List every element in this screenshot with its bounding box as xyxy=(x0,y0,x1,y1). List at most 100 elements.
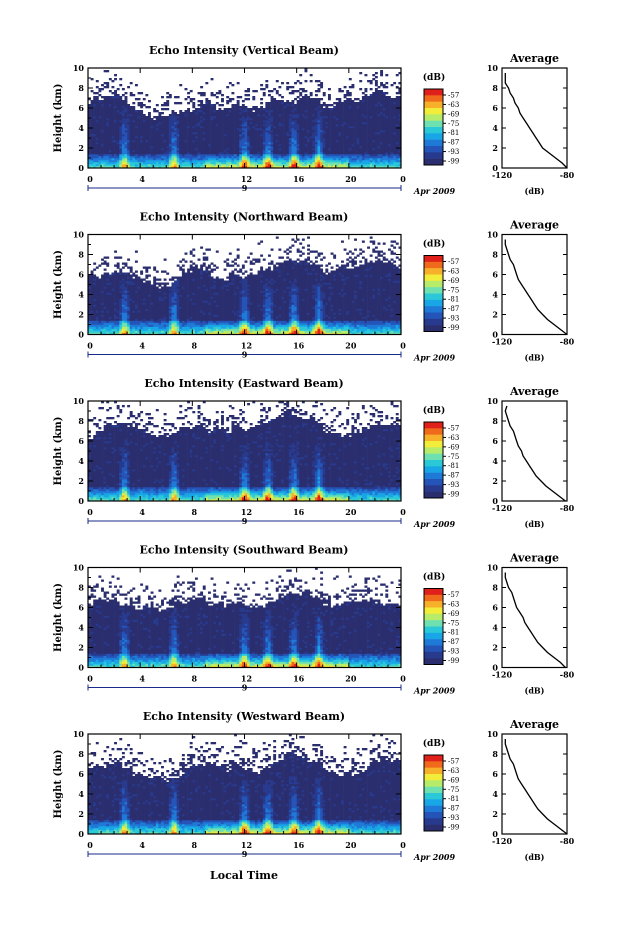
heatmap-cell xyxy=(101,154,104,156)
heatmap-cell xyxy=(187,164,190,166)
heatmap-cell xyxy=(226,114,229,116)
heatmap-cell xyxy=(143,122,146,124)
heatmap-cell xyxy=(234,136,237,138)
heatmap-cell xyxy=(125,325,128,327)
heatmap-cell xyxy=(119,307,122,309)
heatmap-cell xyxy=(125,132,128,134)
heatmap-cell xyxy=(98,140,101,142)
heatmap-cell xyxy=(132,156,135,158)
heatmap-cell xyxy=(216,124,219,126)
heatmap-cell xyxy=(333,150,336,152)
heatmap-cell xyxy=(383,152,386,154)
heatmap-cell xyxy=(91,283,94,285)
heatmap-cell xyxy=(138,130,141,132)
heatmap-cell xyxy=(338,134,341,136)
heatmap-cell xyxy=(346,138,349,140)
heatmap-cell xyxy=(213,124,216,126)
heatmap-cell xyxy=(104,279,107,281)
heatmap-cell xyxy=(359,88,362,90)
heatmap-cell xyxy=(138,325,141,327)
heatmap-cell xyxy=(218,112,221,114)
heatmap-cell xyxy=(315,136,318,138)
heatmap-cell xyxy=(98,303,101,305)
heatmap-cell xyxy=(364,142,367,144)
heatmap-cell xyxy=(151,138,154,140)
heatmap-cell xyxy=(260,136,263,138)
heatmap-cell xyxy=(104,291,107,293)
heatmap-cell xyxy=(302,124,305,126)
heatmap-cell xyxy=(208,142,211,144)
heatmap-cell xyxy=(271,132,274,134)
heatmap-cell xyxy=(278,128,281,130)
heatmap-cell xyxy=(255,132,258,134)
heatmap-cell xyxy=(320,116,323,118)
heatmap-cell xyxy=(192,138,195,140)
heatmap-cell xyxy=(158,162,161,164)
heatmap-cell xyxy=(224,116,227,118)
heatmap-cell xyxy=(258,112,261,114)
heatmap-cell xyxy=(132,144,135,146)
heatmap-cell xyxy=(169,128,172,130)
heatmap-cell xyxy=(242,148,245,150)
heatmap-cell xyxy=(273,138,276,140)
heatmap-cell xyxy=(96,118,99,120)
heatmap-cell xyxy=(187,110,190,112)
heatmap-cell xyxy=(310,104,313,106)
heatmap-cell xyxy=(380,132,383,134)
heatmap-cell xyxy=(158,140,161,142)
heatmap-cell xyxy=(93,152,96,154)
heatmap-cell xyxy=(380,90,383,92)
heatmap-cell xyxy=(153,116,156,118)
heatmap-cell xyxy=(304,110,307,112)
heatmap-cell xyxy=(226,146,229,148)
heatmap-cell xyxy=(111,305,114,307)
heatmap-cell xyxy=(260,120,263,122)
heatmap-cell xyxy=(351,116,354,118)
heatmap-cell xyxy=(344,156,347,158)
heatmap-cell xyxy=(109,130,112,132)
heatmap-cell xyxy=(318,160,321,162)
heatmap-cell xyxy=(372,124,375,126)
heatmap-cell xyxy=(328,112,331,114)
heatmap-cell xyxy=(362,132,365,134)
heatmap-cell xyxy=(138,126,141,128)
heatmap-cell xyxy=(388,128,391,130)
heatmap-cell xyxy=(331,124,334,126)
heatmap-cell xyxy=(375,132,378,134)
heatmap-cell xyxy=(234,142,237,144)
heatmap-cell xyxy=(135,150,138,152)
heatmap-cell xyxy=(177,158,180,160)
heatmap-cell xyxy=(140,281,143,283)
heatmap-cell xyxy=(247,136,250,138)
heatmap-cell xyxy=(138,289,141,291)
heatmap-cell xyxy=(289,136,292,138)
heatmap-cell xyxy=(104,102,107,104)
heatmap-cell xyxy=(372,100,375,102)
heatmap-cell xyxy=(179,114,182,116)
heatmap-cell xyxy=(302,104,305,106)
heatmap-cell xyxy=(122,267,125,269)
heatmap-cell xyxy=(258,138,261,140)
heatmap-cell xyxy=(286,142,289,144)
heatmap-cell xyxy=(114,323,117,325)
heatmap-cell xyxy=(130,110,133,112)
heatmap-cell xyxy=(364,108,367,110)
heatmap-cell xyxy=(130,277,133,279)
heatmap-cell xyxy=(336,156,339,158)
heatmap-cell xyxy=(185,110,188,112)
heatmap-cell xyxy=(364,106,367,108)
heatmap-cell xyxy=(341,110,344,112)
heatmap-cell xyxy=(119,104,122,106)
heatmap-cell xyxy=(252,106,255,108)
heatmap-cell xyxy=(161,154,164,156)
heatmap-cell xyxy=(367,154,370,156)
heatmap-cell xyxy=(318,114,321,116)
heatmap-cell xyxy=(378,140,381,142)
heatmap-cell xyxy=(96,303,99,305)
heatmap-cell xyxy=(93,92,96,94)
heatmap-cell xyxy=(229,118,232,120)
heatmap-cell xyxy=(299,108,302,110)
heatmap-cell xyxy=(310,148,313,150)
heatmap-cell xyxy=(276,106,279,108)
heatmap-cell xyxy=(164,140,167,142)
